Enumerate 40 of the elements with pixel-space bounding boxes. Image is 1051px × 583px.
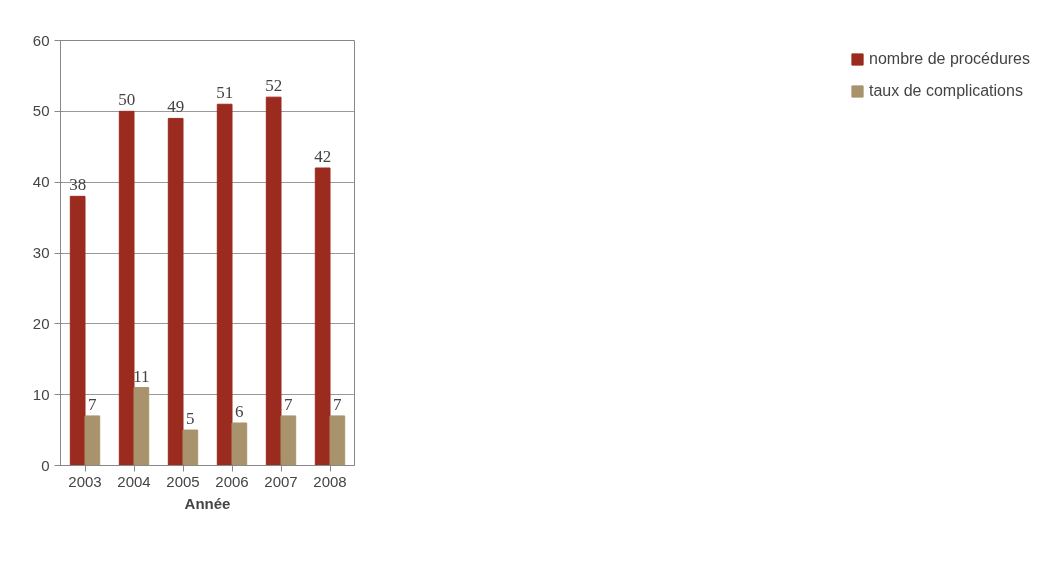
bar [280,415,297,466]
data-label: 5 [186,409,195,429]
x-tick-label: 2006 [215,472,249,490]
bar [182,429,199,466]
bar [216,103,233,466]
y-tick-label: 40 [32,173,50,191]
x-tick-label: 2007 [264,472,298,490]
y-tick-label: 10 [32,385,50,403]
data-label: 38 [69,175,87,195]
x-tick-label: 2005 [166,472,200,490]
x-tick-label: 2008 [313,472,347,490]
data-label: 7 [284,394,294,414]
y-tick-label: 60 [32,31,50,49]
data-label: 11 [133,366,150,386]
data-label: 52 [265,76,283,96]
bar [265,96,282,466]
y-tick-label: 30 [32,244,50,261]
y-tick-label: 50 [32,102,50,120]
x-tick-label: 2003 [68,472,102,490]
data-label: 42 [314,147,332,166]
x-axis-title: Année [184,494,231,512]
bar [84,415,101,466]
data-label: 50 [118,90,136,110]
legend-label: taux de complications [869,82,1023,100]
bar [167,117,184,466]
bar [231,422,248,466]
bar [329,415,346,466]
data-label: 7 [88,394,98,414]
data-label: 7 [333,394,343,414]
data-label: 6 [235,402,244,421]
bar [69,195,86,466]
y-tick-label: 0 [41,456,50,474]
data-label: 51 [216,83,234,103]
legend-label: nombre de procédures [869,50,1030,68]
bar [133,387,150,466]
bar [314,167,331,466]
x-tick-label: 2004 [117,472,151,490]
bar [118,110,135,466]
data-label: 49 [167,97,185,117]
y-tick-label: 20 [32,314,50,332]
